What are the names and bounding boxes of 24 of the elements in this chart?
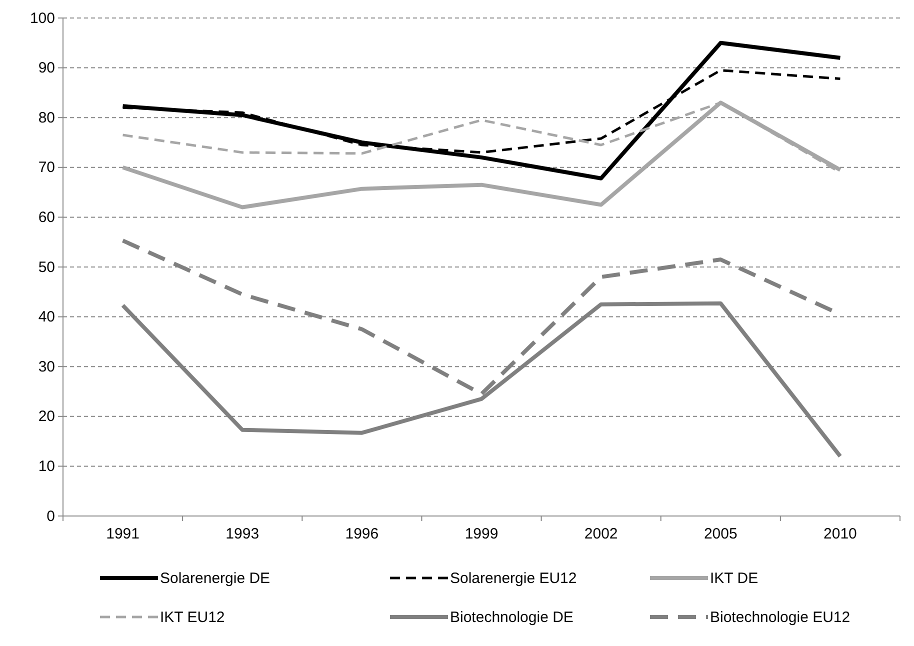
y-tick-label: 50: [38, 258, 55, 276]
legend-label: Solarenergie EU12: [450, 570, 577, 587]
y-tick-label: 70: [38, 159, 55, 176]
x-tick-label: 1991: [106, 526, 140, 543]
y-tick-label: 30: [38, 358, 55, 376]
y-tick-label: 20: [38, 408, 55, 426]
legend-label: Biotechnologie EU12: [710, 609, 850, 626]
x-tick-label: 2010: [824, 526, 857, 543]
y-tick-label: 80: [38, 109, 55, 126]
legend-label: IKT EU12: [160, 609, 225, 626]
x-tick-label: 1993: [226, 526, 260, 543]
x-tick-label: 2005: [704, 526, 738, 543]
legend-label: Solarenergie DE: [160, 570, 270, 587]
y-tick-label: 100: [30, 10, 55, 27]
y-tick-label: 10: [38, 458, 55, 475]
y-tick-label: 60: [38, 209, 55, 226]
y-tick-label: 40: [38, 308, 55, 326]
x-tick-label: 2002: [584, 526, 618, 543]
x-tick-label: 1996: [345, 526, 379, 543]
legend-label: IKT DE: [710, 570, 758, 587]
x-tick-label: 1999: [464, 526, 498, 543]
y-tick-label: 90: [38, 60, 55, 77]
y-tick-label: 0: [46, 508, 55, 525]
legend-label: Biotechnologie DE: [450, 609, 574, 626]
